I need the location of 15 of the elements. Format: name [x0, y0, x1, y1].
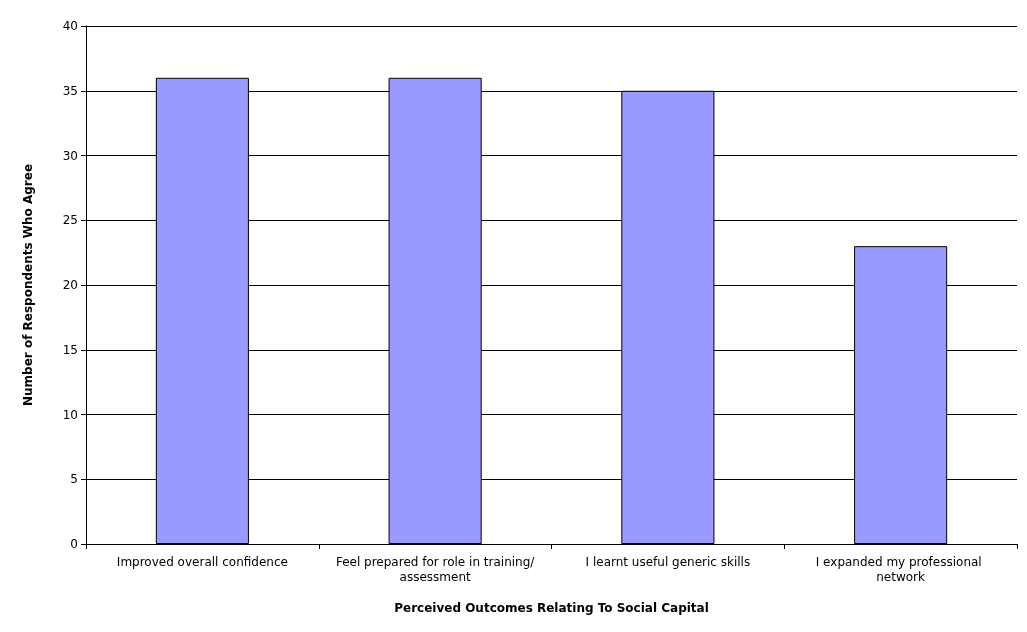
y-tick-label: 20 — [62, 278, 78, 292]
x-tick-label: I expanded my professional network — [815, 554, 986, 584]
y-tick-label: 5 — [70, 472, 78, 487]
y-tick-label: 15 — [62, 342, 78, 357]
x-tick-label: Improved overall confidence — [116, 554, 288, 569]
x-tick-label: I learnt useful generic skills — [585, 554, 751, 569]
x-axis-title: Perceived Outcomes Relating To Social Capital — [394, 601, 709, 615]
y-tick-label: 30 — [62, 148, 78, 163]
y-axis-title: Number of Respondents Who Agree — [21, 163, 35, 407]
y-tick-label: 35 — [62, 83, 78, 98]
y-tick-label: 25 — [62, 213, 78, 228]
y-tick-label: 40 — [62, 19, 78, 33]
x-tick-label: Feel prepared for role in training/assessment — [335, 554, 536, 584]
y-tick-label: 10 — [62, 407, 78, 422]
y-tick-label: 0 — [70, 537, 78, 551]
